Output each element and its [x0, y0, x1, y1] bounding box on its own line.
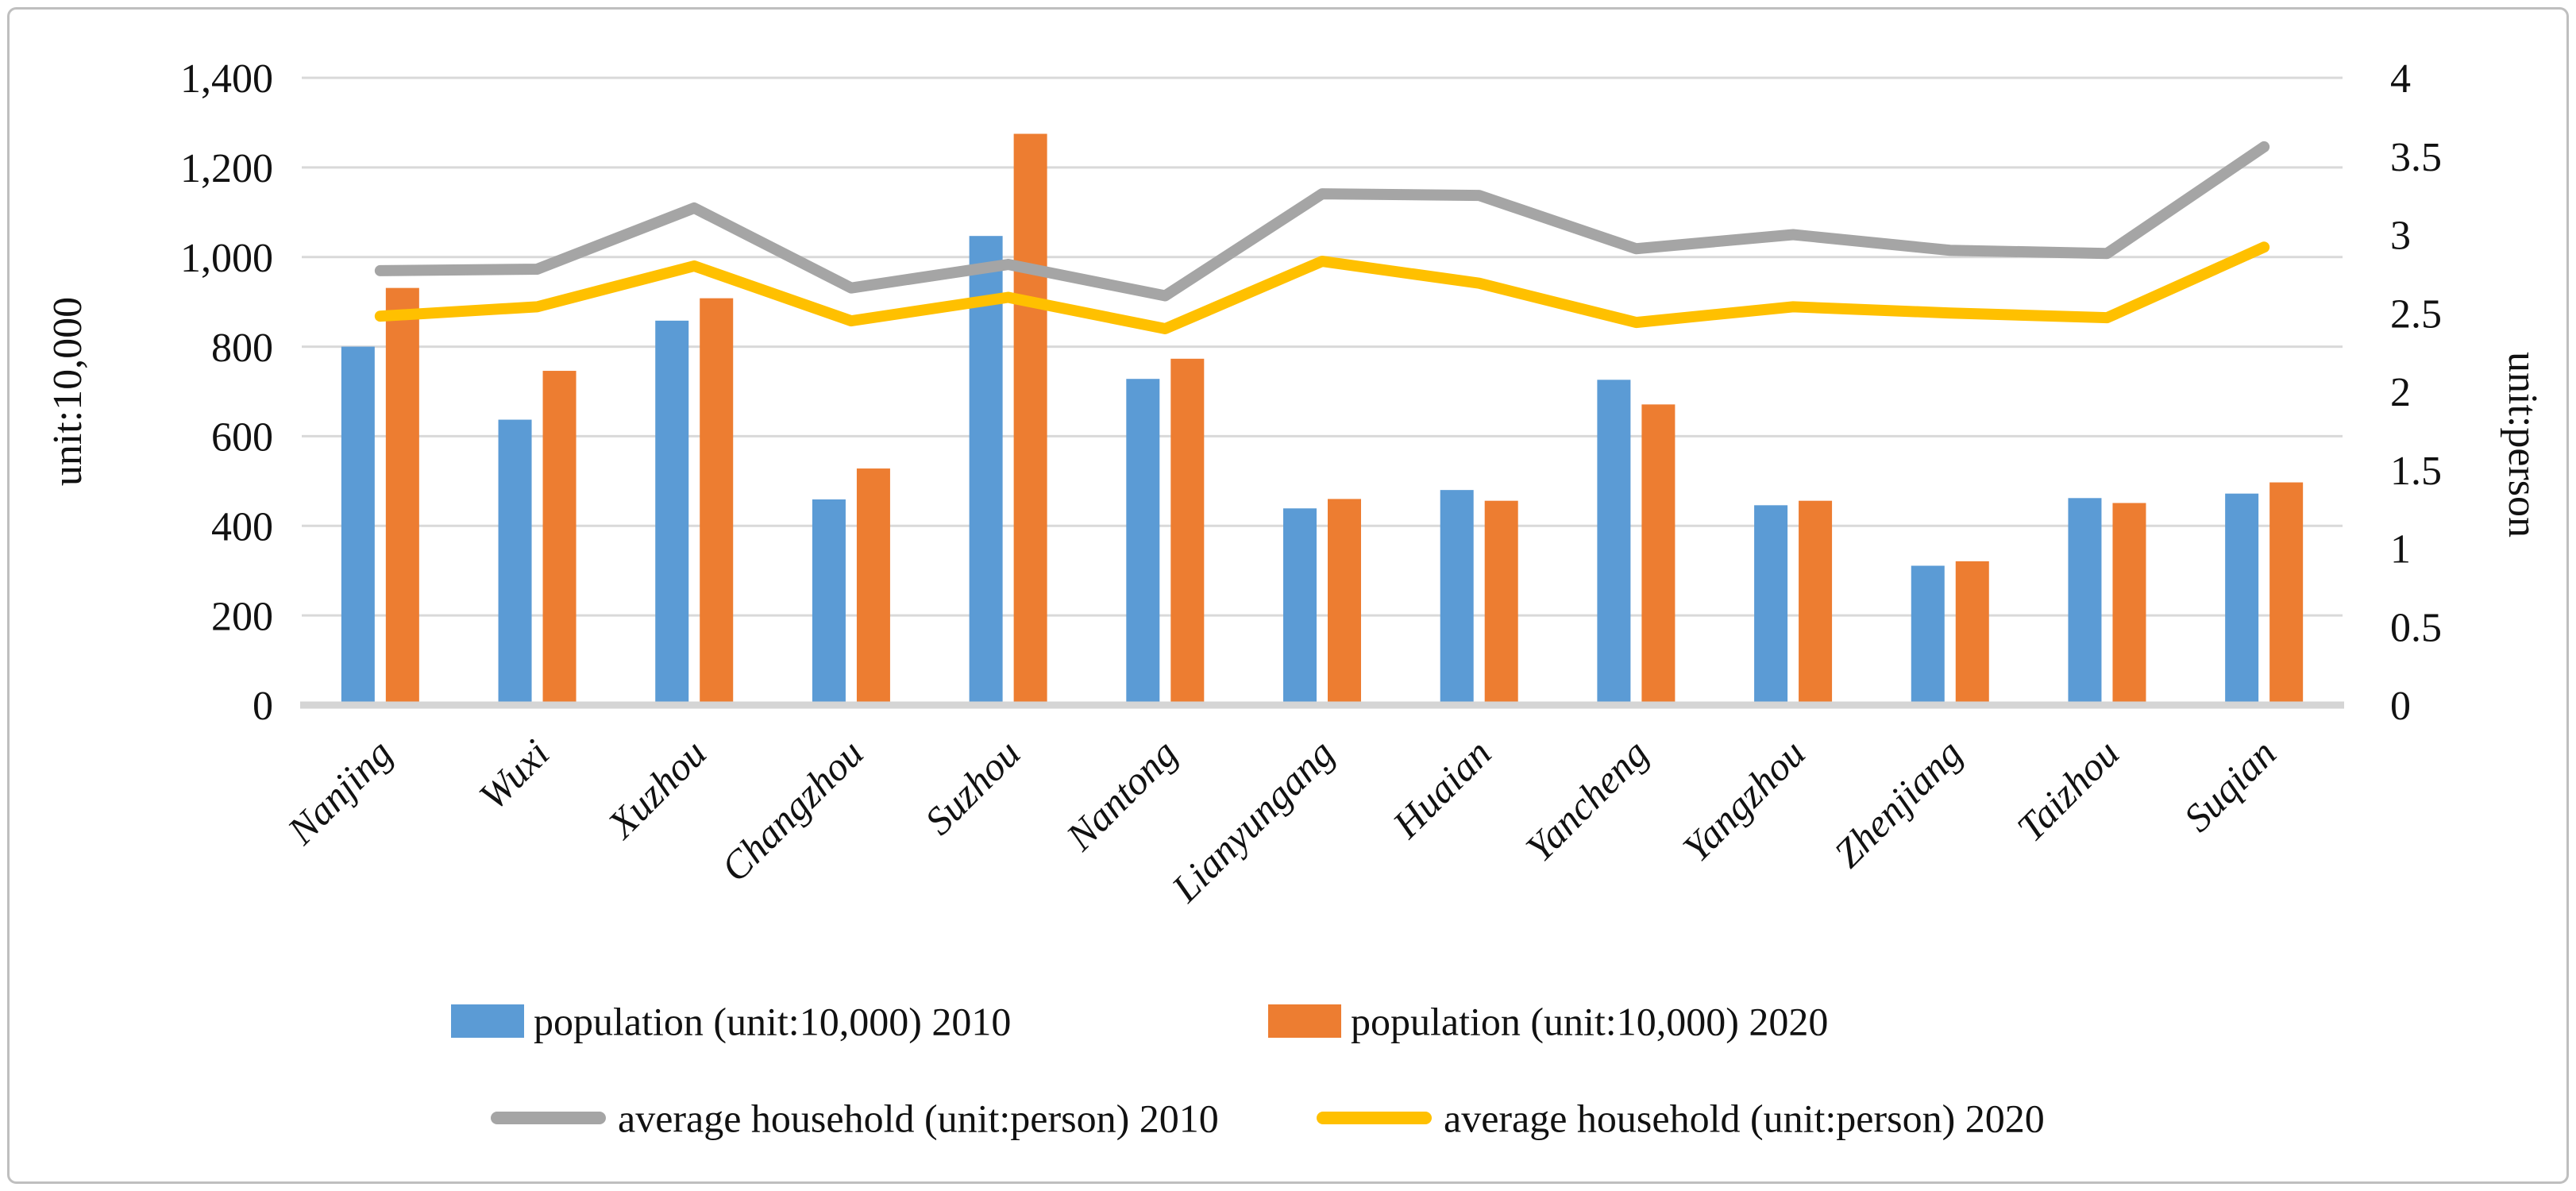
bar-changzhou-2010 — [812, 499, 846, 705]
bar-series-2010 — [341, 236, 2259, 705]
bar-nanjing-2020 — [385, 287, 419, 705]
right-axis-tick-label: 0 — [2390, 684, 2411, 729]
left-axis-tick-label: 600 — [211, 415, 273, 461]
right-axis-tick-label: 1 — [2390, 527, 2411, 572]
left-axis-tick-labels: 0 200 400 600 800 1,000 1,200 1,400 — [180, 56, 273, 729]
left-axis-tick-label: 800 — [211, 326, 273, 371]
legend-label: population (unit:10,000) 2010 — [534, 1000, 1011, 1044]
bar-xuzhou-2020 — [700, 298, 734, 706]
legend: population (unit:10,000) 2010 population … — [451, 1000, 2045, 1141]
right-axis-tick-label: 4 — [2390, 56, 2411, 102]
line-average-household-2010 — [374, 141, 2270, 302]
bar-xuzhou-2010 — [655, 320, 689, 705]
bar-lianyungang-2020 — [1328, 499, 1361, 705]
right-axis-tick-label: 2 — [2390, 370, 2411, 415]
line-average-household-2020 — [374, 241, 2270, 334]
bar-suzhou-2010 — [969, 236, 1003, 705]
legend-label: average household (unit:person) 2010 — [618, 1097, 1219, 1141]
right-axis-tick-label: 3.5 — [2390, 135, 2442, 180]
left-axis-tick-label: 0 — [253, 684, 273, 729]
bar-lianyungang-2010 — [1283, 508, 1317, 705]
legend-swatch-line — [491, 1112, 606, 1124]
legend-swatch-line — [1317, 1112, 1432, 1124]
bar-yangzhou-2010 — [1754, 505, 1788, 705]
right-axis-tick-labels: 0 0.5 1 1.5 2 2.5 3 3.5 4 — [2390, 56, 2442, 729]
bar-taizhou-2020 — [2112, 503, 2146, 705]
bar-zhenjiang-2010 — [1911, 565, 1945, 705]
right-axis-tick-label: 1.5 — [2390, 449, 2442, 494]
bar-changzhou-2020 — [856, 468, 890, 705]
right-axis-tick-label: 3 — [2390, 214, 2411, 259]
bar-yancheng-2010 — [1597, 380, 1631, 705]
bar-suqian-2020 — [2269, 482, 2304, 705]
bar-series-2020 — [385, 133, 2304, 706]
bar-zhenjiang-2020 — [1955, 561, 1989, 705]
bar-nantong-2020 — [1170, 358, 1205, 705]
left-axis-tick-label: 200 — [211, 594, 273, 639]
legend-swatch-bar — [451, 1004, 524, 1038]
bar-suzhou-2020 — [1013, 133, 1047, 706]
bar-wuxi-2020 — [542, 371, 577, 705]
legend-label: population (unit:10,000) 2020 — [1351, 1000, 1828, 1044]
bar-huaian-2010 — [1440, 490, 1474, 705]
left-axis-title: unit:10,000 — [45, 297, 91, 486]
bar-yancheng-2020 — [1641, 404, 1676, 705]
right-axis-tick-label: 2.5 — [2390, 291, 2442, 337]
left-axis-tick-label: 400 — [211, 504, 273, 549]
bar-taizhou-2010 — [2068, 498, 2102, 705]
bar-nantong-2010 — [1126, 379, 1160, 705]
legend-swatch-bar — [1268, 1004, 1341, 1038]
legend-label: average household (unit:person) 2020 — [1444, 1097, 2045, 1141]
bar-huaian-2020 — [1484, 500, 1518, 705]
right-axis-title: unit:person — [2500, 352, 2545, 538]
bar-wuxi-2010 — [498, 419, 532, 705]
bar-nanjing-2010 — [341, 346, 375, 705]
right-axis-tick-label: 0.5 — [2390, 605, 2442, 650]
chart-border — [7, 7, 2569, 1184]
left-axis-tick-label: 1,200 — [180, 146, 273, 191]
left-axis-tick-label: 1,000 — [180, 236, 273, 281]
left-axis-tick-label: 1,400 — [180, 56, 273, 102]
bar-suqian-2010 — [2225, 493, 2259, 705]
bar-yangzhou-2020 — [1799, 500, 1833, 705]
